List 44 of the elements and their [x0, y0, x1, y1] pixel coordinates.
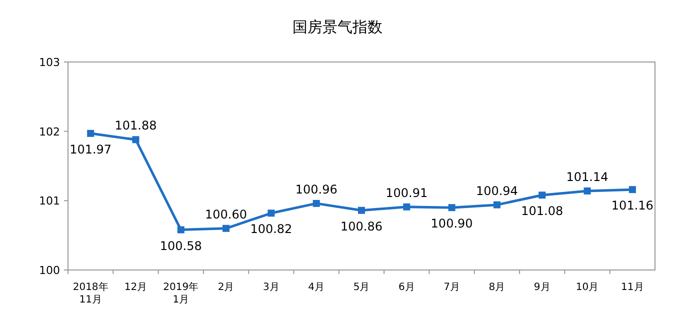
data-label: 100.91 [386, 186, 428, 200]
x-tick-label: 5月 [353, 282, 370, 293]
data-label: 100.90 [430, 216, 473, 231]
point [312, 200, 320, 207]
data-label: 100.82 [250, 222, 292, 236]
point [87, 130, 94, 137]
data-label: 100.60 [205, 207, 248, 222]
point [584, 187, 591, 194]
point [403, 203, 410, 210]
x-tick-label: 12月 [124, 282, 148, 293]
x-tick-label: 2018年 11月 [72, 281, 108, 306]
point [358, 206, 365, 214]
y-tick-label: 102 [39, 125, 60, 138]
data-label: 101.08 [521, 204, 564, 218]
data-label: 100.96 [295, 182, 338, 196]
x-tick-label: 11月 [621, 282, 644, 293]
x-tick-label: 8月 [488, 282, 506, 293]
x-tick-label: 4月 [308, 282, 325, 293]
point [268, 210, 275, 217]
x-tick-label: 2019年 1月 [163, 281, 199, 306]
x-tick-label: 7月 [444, 282, 460, 293]
title: 国房景气指数 [292, 18, 382, 36]
data-label: 101.97 [70, 142, 112, 156]
y-tick-label: 101 [39, 194, 60, 208]
x-tick-label: 2月 [218, 282, 234, 293]
point [493, 201, 500, 208]
point [628, 186, 636, 194]
y-tick-label: 103 [39, 56, 60, 69]
data-label: 100.58 [160, 238, 202, 253]
data-label: 101.88 [114, 118, 157, 133]
y-tick-label: 100 [39, 264, 60, 277]
x-tick-label: 9月 [534, 282, 550, 293]
point [448, 204, 456, 212]
data-label: 101.16 [611, 198, 654, 213]
data-label: 101.14 [566, 170, 608, 184]
point [177, 226, 184, 234]
point [538, 192, 546, 199]
point [132, 136, 140, 144]
x-tick-label: 10月 [576, 282, 599, 293]
data-label: 100.94 [476, 184, 518, 198]
point [222, 224, 230, 232]
data-label: 100.86 [340, 219, 382, 234]
x-tick-label: 6月 [398, 282, 415, 293]
x-tick-label: 3月 [263, 282, 280, 293]
